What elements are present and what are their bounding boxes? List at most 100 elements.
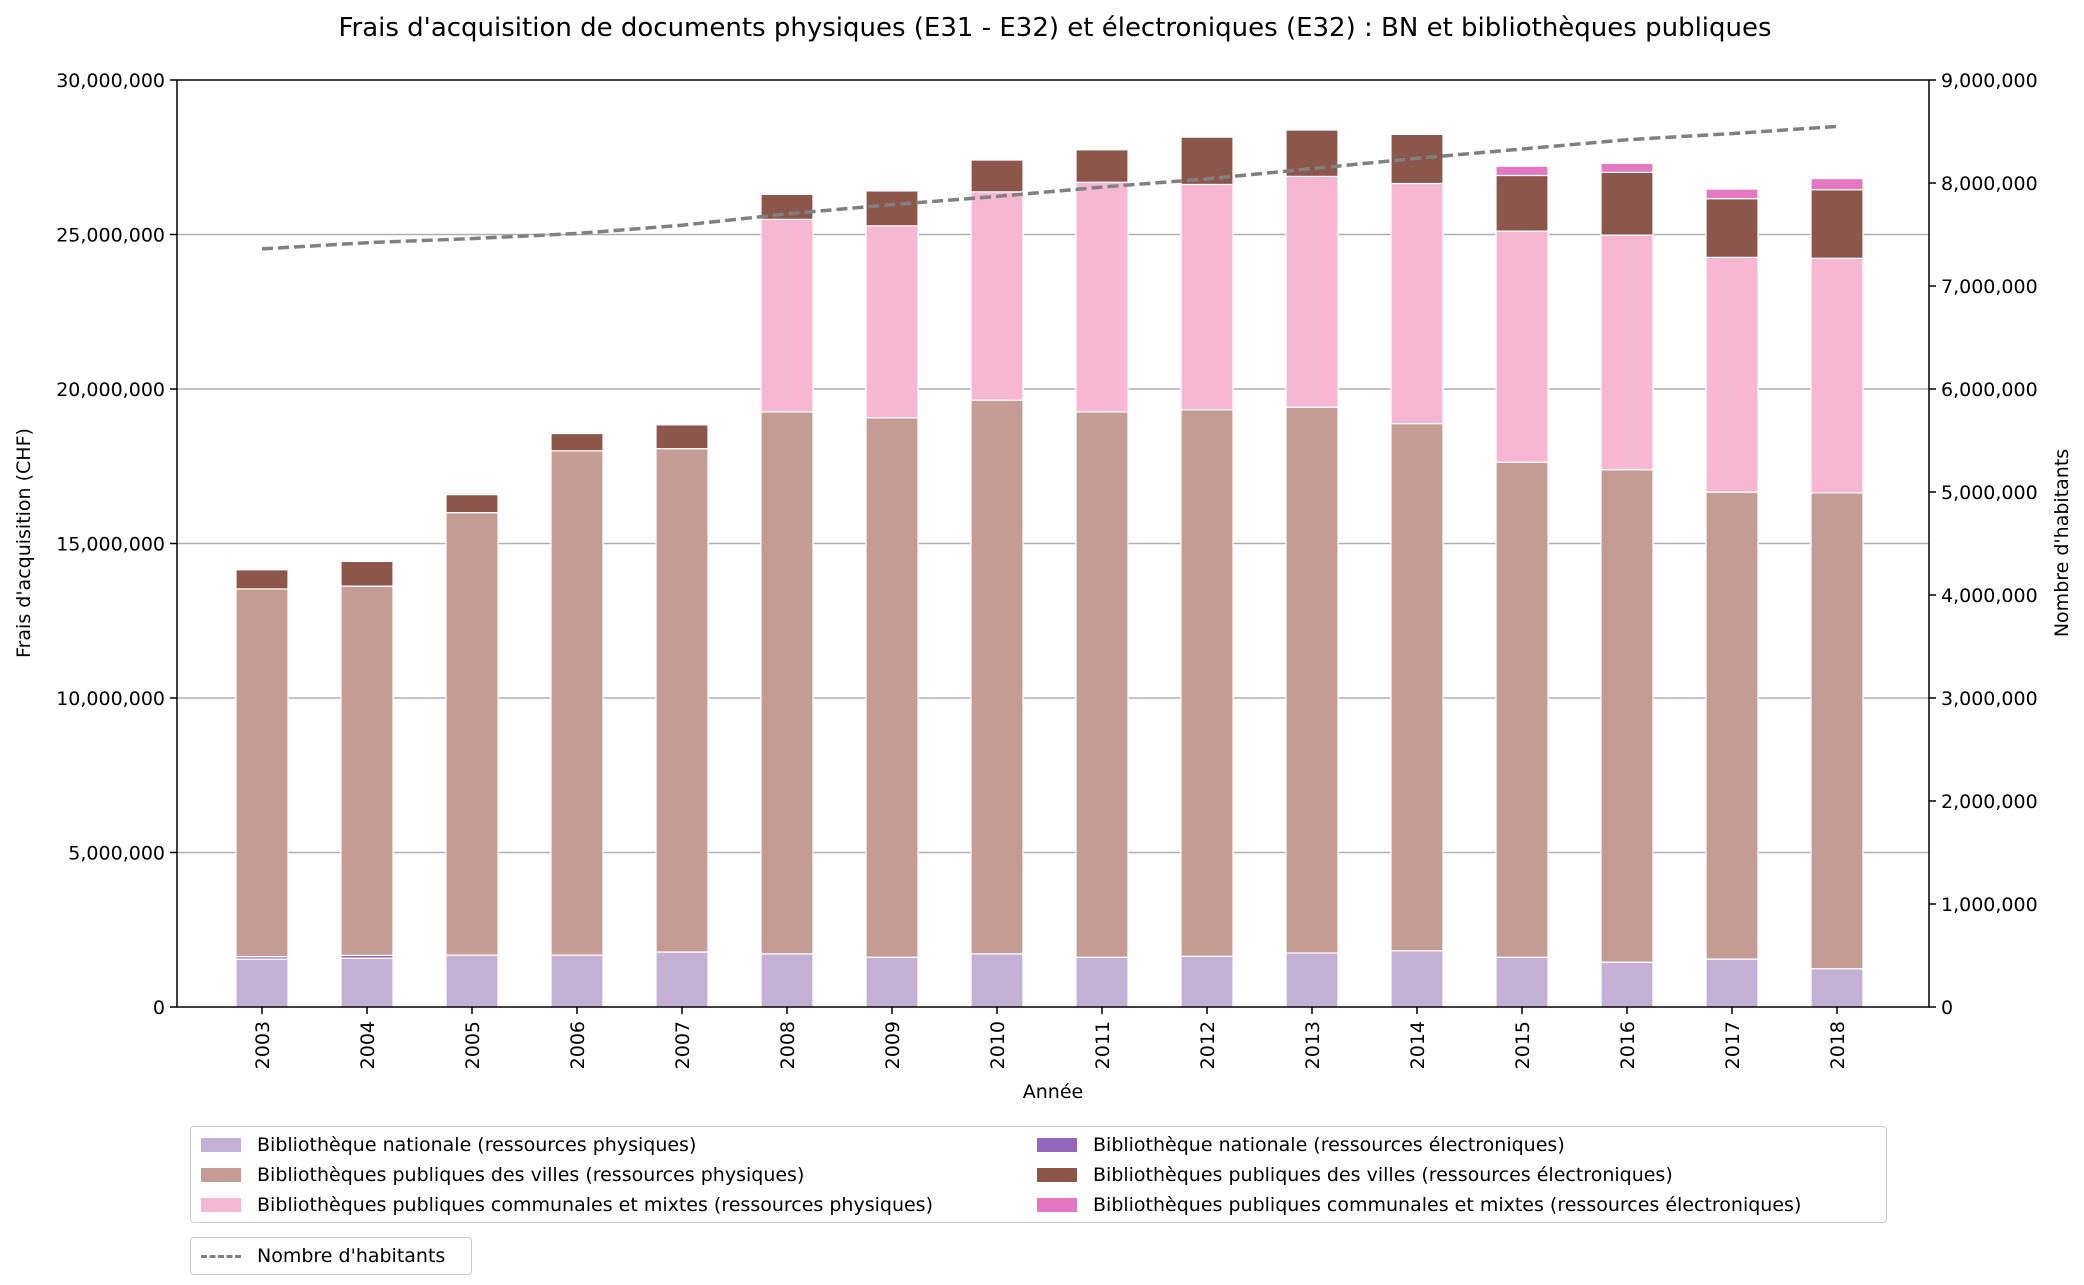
- bar-segment: [1285, 952, 1339, 1008]
- legend-label: Bibliothèques publiques des villes (ress…: [1093, 1164, 1673, 1186]
- population-line: [261, 124, 1838, 251]
- bar-segment: [1075, 956, 1129, 1008]
- bar-segment: [340, 560, 394, 587]
- bar-segment: [1600, 171, 1654, 236]
- bar-segment: [235, 588, 289, 958]
- bar-segment: [1810, 257, 1864, 494]
- bar-segment: [550, 450, 604, 956]
- x-tick-label: 2003: [252, 1021, 274, 1069]
- legend-dash-swatch: [201, 1254, 241, 1258]
- legend-label: Bibliothèques publiques des villes (ress…: [257, 1164, 805, 1186]
- bar-segment: [1075, 181, 1129, 413]
- legend: Bibliothèque nationale (ressources physi…: [190, 1126, 1887, 1223]
- bar-segment: [1180, 409, 1234, 957]
- legend-swatch: [201, 1138, 241, 1152]
- x-tick-label: 2009: [882, 1021, 904, 1069]
- bar-segment: [340, 957, 394, 1008]
- bar-segment: [445, 511, 499, 956]
- bar-segment: [1495, 230, 1549, 463]
- bar-segment: [235, 958, 289, 1008]
- bar-segment: [1495, 461, 1549, 958]
- legend-swatch: [1037, 1168, 1077, 1182]
- x-tick-label: 2011: [1092, 1021, 1114, 1069]
- bar-segment: [1285, 406, 1339, 954]
- bar-segment: [445, 954, 499, 1008]
- x-tick-label: 2016: [1617, 1021, 1639, 1069]
- legend-item: Bibliothèque nationale (ressources élect…: [1037, 1131, 1565, 1159]
- y-right-tick-label: 5,000,000: [1941, 482, 2038, 504]
- y-tick-label: 15,000,000: [56, 534, 165, 556]
- bar-segment: [760, 411, 814, 955]
- y-tick-label: 20,000,000: [56, 379, 165, 401]
- bar-segment: [1810, 968, 1864, 1008]
- bar-segment: [1810, 189, 1864, 259]
- y-tick-label: 30,000,000: [56, 70, 165, 92]
- legend-swatch: [201, 1198, 241, 1212]
- bar-segment: [1705, 188, 1759, 200]
- bar-segment: [1705, 491, 1759, 960]
- bar-segment: [1705, 256, 1759, 493]
- bar-segment: [865, 417, 919, 958]
- grid: [177, 233, 1929, 854]
- bar-segment: [1810, 492, 1864, 970]
- bar-segment: [1600, 961, 1654, 1008]
- x-tick-label: 2004: [357, 1021, 379, 1069]
- y-tick-label: 10,000,000: [56, 688, 165, 710]
- bar-segment: [760, 953, 814, 1008]
- bar-segment: [655, 448, 709, 953]
- x-tick-label: 2014: [1407, 1021, 1429, 1069]
- legend-item-population: Nombre d'habitants: [201, 1242, 445, 1270]
- bar-segment: [1705, 958, 1759, 1008]
- bar-segment: [1495, 174, 1549, 232]
- bar-segment: [865, 190, 919, 227]
- bar-segment: [1600, 234, 1654, 471]
- x-tick-label: 2013: [1302, 1021, 1324, 1069]
- bar-segment: [1285, 129, 1339, 178]
- x-tick-label: 2008: [777, 1021, 799, 1069]
- legend-label: Nombre d'habitants: [257, 1245, 446, 1267]
- legend-label: Bibliothèque nationale (ressources physi…: [257, 1134, 697, 1156]
- bar-segment: [1390, 950, 1444, 1008]
- legend-label: Bibliothèques publiques communales et mi…: [1093, 1194, 1802, 1216]
- bar-segment: [1075, 411, 1129, 958]
- y-tick-label: 25,000,000: [56, 225, 165, 247]
- x-tick-label: 2010: [987, 1021, 1009, 1069]
- bar-segment: [1495, 165, 1549, 177]
- bar-stacks: [235, 129, 1864, 1008]
- y-right-tick-label: 9,000,000: [1941, 70, 2038, 92]
- bar-segment: [865, 225, 919, 419]
- y-tick-label: 0: [153, 997, 165, 1019]
- legend-item: Bibliothèques publiques des villes (ress…: [1037, 1161, 1673, 1189]
- legend-item: Bibliothèques publiques communales et mi…: [201, 1191, 933, 1219]
- y-right-tick-label: 0: [1941, 997, 1953, 1019]
- bar-segment: [760, 193, 814, 220]
- x-tick-label: 2005: [462, 1021, 484, 1069]
- legend-item: Bibliothèques publiques des villes (ress…: [201, 1161, 804, 1189]
- bar-segment: [865, 956, 919, 1008]
- legend-line: Nombre d'habitants: [190, 1237, 472, 1275]
- y-axis-right-label: Nombre d'habitants: [2051, 449, 2073, 637]
- bar-segment: [550, 954, 604, 1008]
- legend-swatch: [1037, 1138, 1077, 1152]
- bar-segment: [1390, 182, 1444, 425]
- bar-segment: [445, 494, 499, 514]
- bar-segment: [1180, 183, 1234, 411]
- y-right-tick-label: 1,000,000: [1941, 894, 2038, 916]
- y-right-tick-label: 7,000,000: [1941, 276, 2038, 298]
- bar-segment: [1180, 955, 1234, 1008]
- y-right-tick-label: 8,000,000: [1941, 173, 2038, 195]
- bar-segment: [655, 951, 709, 1008]
- x-tick-label: 2018: [1827, 1021, 1849, 1069]
- y-tick-label: 5,000,000: [68, 843, 165, 865]
- legend-label: Bibliothèque nationale (ressources élect…: [1093, 1134, 1565, 1156]
- y-right-tick-label: 6,000,000: [1941, 379, 2038, 401]
- bar-segment: [235, 569, 289, 590]
- chart-title: Frais d'acquisition de documents physiqu…: [338, 13, 1771, 43]
- bar-segment: [970, 953, 1024, 1008]
- bar-segment: [1495, 956, 1549, 1008]
- x-tick-label: 2017: [1722, 1021, 1744, 1069]
- bar-segment: [1285, 175, 1339, 408]
- y-right-tick-label: 2,000,000: [1941, 791, 2038, 813]
- x-tick-label: 2015: [1512, 1021, 1534, 1069]
